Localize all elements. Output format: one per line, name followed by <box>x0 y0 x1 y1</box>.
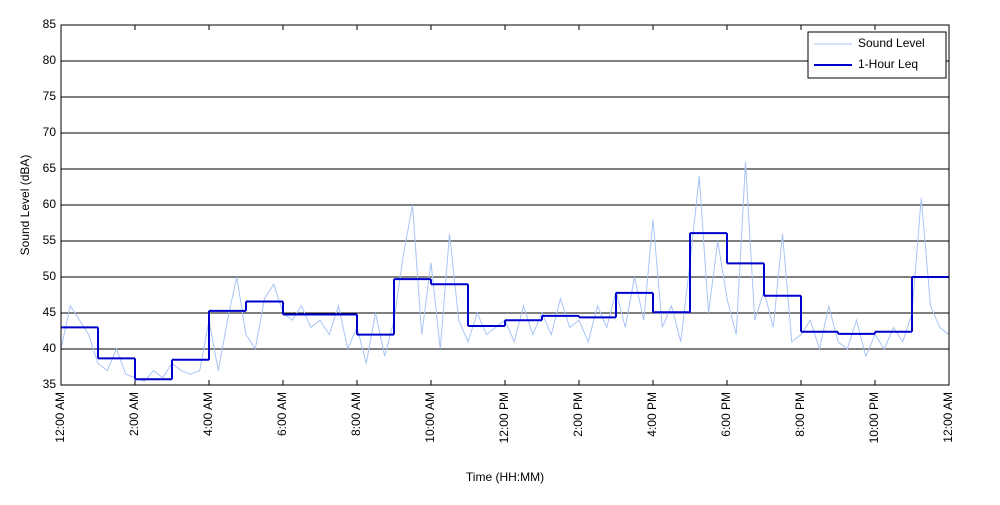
legend-label: 1-Hour Leq <box>858 57 918 71</box>
plot <box>61 161 949 382</box>
y-tick-label: 60 <box>43 197 57 211</box>
x-tick-label: 2:00 AM <box>127 392 141 436</box>
legend-box <box>807 31 947 79</box>
y-tick-label: 65 <box>43 161 57 175</box>
x-tick-label: 6:00 AM <box>275 392 289 436</box>
y-tick-label: 45 <box>43 305 57 319</box>
x-tick-label: 12:00 AM <box>53 392 67 443</box>
y-tick-label: 75 <box>43 89 57 103</box>
plot-frame <box>60 24 950 386</box>
x-tick-label: 4:00 PM <box>645 392 659 437</box>
y-axis-label: Sound Level (dBA) <box>18 155 32 256</box>
x-tick-label: 12:00 PM <box>497 392 511 443</box>
x-tick-label: 2:00 PM <box>571 392 585 437</box>
x-tick-label: 12:00 AM <box>941 392 955 443</box>
y-tick-label: 35 <box>43 377 57 391</box>
y-tick-label: 85 <box>43 17 57 31</box>
x-tick-label: 10:00 PM <box>867 392 881 443</box>
y-tick-label: 50 <box>43 269 57 283</box>
x-tick-label: 8:00 AM <box>349 392 363 436</box>
y-tick-label: 80 <box>43 53 57 67</box>
x-tick-label: 6:00 PM <box>719 392 733 437</box>
y-tick-label: 70 <box>43 125 57 139</box>
x-axis-label: Time (HH:MM) <box>466 470 544 484</box>
y-tick-label: 55 <box>43 233 57 247</box>
x-tick-label: 8:00 PM <box>793 392 807 437</box>
legend-label: Sound Level <box>858 36 925 50</box>
x-tick-label: 10:00 AM <box>423 392 437 443</box>
x-tick-label: 4:00 AM <box>201 392 215 436</box>
y-tick-label: 40 <box>43 341 57 355</box>
